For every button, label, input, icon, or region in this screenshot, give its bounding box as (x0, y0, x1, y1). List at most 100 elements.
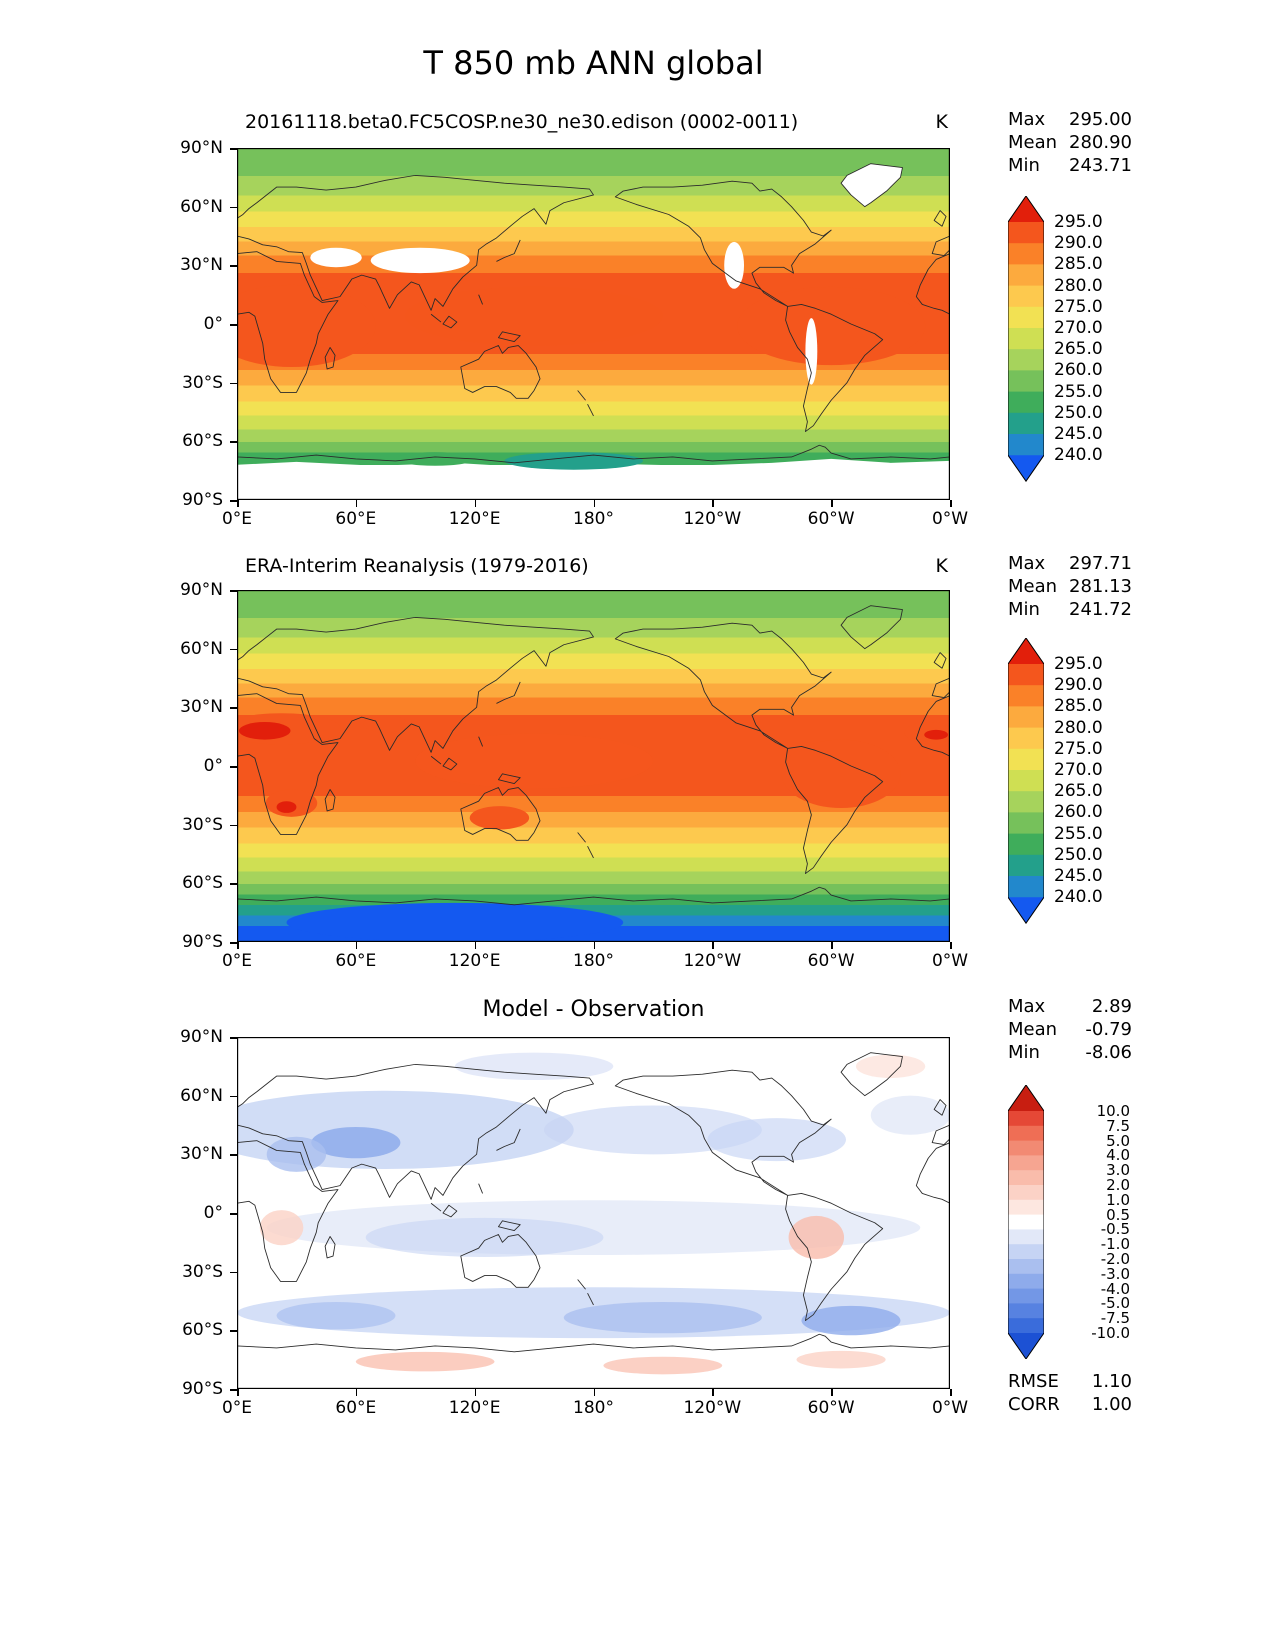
panel1-stats: Max 295.00 Mean 280.90 Min 243.71 (1008, 108, 1132, 177)
stat-label: Max (1008, 553, 1046, 574)
y-tick-label: 90°S (182, 1379, 223, 1399)
tick-mark (230, 883, 237, 885)
y-tick-label: 30°S (182, 1261, 223, 1282)
tick-mark (230, 707, 237, 709)
tick-mark (950, 500, 952, 507)
tick-mark (712, 942, 714, 949)
x-tick-label: 120°E (448, 1398, 501, 1418)
colorbar-tick-label: 240.0 (1054, 887, 1103, 908)
colorbar-tick-label: -1.0 (1100, 1235, 1130, 1254)
colorbar-tick-label: -10.0 (1091, 1324, 1130, 1342)
panel3-title: Model - Observation (482, 997, 705, 1022)
panel3-stats: Max 2.89 Mean -0.79 Min -8.06 (1008, 995, 1132, 1064)
tick-mark (355, 1389, 358, 1396)
y-tick-label: 30°N (180, 697, 223, 718)
stat-label: Min (1008, 155, 1040, 176)
y-tick-label: 0° (203, 756, 223, 776)
y-tick-label: 90°S (182, 932, 223, 952)
panel2-x-axis: 0°E 60°E 120°E 180° 120°W 60°W 0°W (222, 942, 968, 972)
stat-max: Max 297.71 (1008, 552, 1132, 575)
panel1-colorbar: 295.0 290.0 285.0 280.0 275.0 270.0 265.0 260.0… (1007, 195, 1103, 486)
colorbar-svg (1007, 1084, 1045, 1360)
colorbar-tick-label: 270.0 (1054, 760, 1103, 780)
tick-mark (712, 500, 714, 507)
stat-max: Max 295.00 (1008, 108, 1132, 131)
x-tick-label: 60°W (807, 951, 855, 971)
stat-mean: Mean -0.79 (1008, 1018, 1132, 1041)
tick-mark (593, 942, 595, 949)
tick-mark (230, 942, 237, 944)
x-tick-label: 120°E (448, 509, 501, 529)
stat-label: Min (1008, 1042, 1040, 1063)
panel2-stats: Max 297.71 Mean 281.13 Min 241.72 (1008, 552, 1132, 621)
stat-min: Min 243.71 (1008, 154, 1132, 177)
tick-mark (230, 265, 237, 267)
stat-label: Mean (1008, 576, 1058, 597)
stat-value: 2.89 (1091, 996, 1132, 1017)
colorbar-tick-label: 1.0 (1106, 1190, 1130, 1209)
y-tick-label: 90°N (180, 580, 223, 600)
stat-label: Mean (1008, 132, 1058, 153)
stat-label: Max (1008, 996, 1046, 1017)
colorbar-svg (1007, 637, 1045, 925)
tick-mark (831, 1389, 833, 1396)
colorbar-tick-label: 260.0 (1054, 802, 1103, 823)
x-tick-label: 180° (573, 1398, 614, 1418)
x-tick-label: 120°W (683, 509, 742, 529)
stat-value: 280.90 (1069, 132, 1132, 153)
x-tick-label: 0°W (931, 509, 969, 529)
x-tick-label: 0°E (221, 1398, 253, 1418)
colorbar-tick-label: -7.5 (1100, 1309, 1130, 1328)
colorbar-tick-label: 255.0 (1054, 381, 1103, 402)
tick-mark (831, 942, 833, 949)
panel1-title: 20161118.beta0.FC5COSP.ne30_ne30.edison … (245, 111, 799, 133)
colorbar-tick-label: 5.0 (1106, 1131, 1130, 1150)
colorbar-tick-label: 7.5 (1106, 1116, 1130, 1135)
tick-mark (355, 942, 358, 949)
x-tick-label: 0°W (931, 951, 969, 971)
stat-value: 295.00 (1069, 109, 1132, 130)
tick-mark (230, 824, 237, 827)
tick-mark (237, 500, 239, 507)
tick-mark (230, 324, 237, 326)
panel2-map-svg (237, 590, 950, 942)
stat-label: CORR (1008, 1394, 1060, 1415)
stat-value: 241.72 (1069, 599, 1132, 620)
tick-mark (593, 500, 595, 507)
tick-mark (230, 206, 237, 209)
panel1-y-axis: 90°N 60°N 30°N 0° 30°S 60°S 90°S (151, 138, 237, 510)
panel1-title-row: 20161118.beta0.FC5COSP.ne30_ne30.edison … (237, 111, 950, 137)
y-tick-label: 30°N (180, 255, 223, 276)
colorbar-tick-label: 290.0 (1054, 233, 1103, 254)
panel1-units-label: K (935, 111, 948, 133)
tick-mark (230, 1330, 237, 1332)
tick-mark (237, 1389, 239, 1396)
colorbar-tick-label: 285.0 (1054, 254, 1103, 275)
stat-corr: CORR 1.00 (1008, 1393, 1132, 1416)
stat-min: Min -8.06 (1008, 1041, 1132, 1064)
y-tick-label: 90°S (182, 490, 223, 510)
panel2-y-axis: 90°N 60°N 30°N 0° 30°S 60°S 90°S (151, 580, 237, 952)
y-tick-label: 60°S (182, 873, 223, 894)
y-tick-label: 60°N (180, 196, 223, 217)
stat-label: Max (1008, 109, 1046, 130)
stat-value: 1.10 (1091, 1371, 1132, 1392)
colorbar-tick-label: 280.0 (1054, 275, 1103, 296)
colorbar-tick-label: 290.0 (1054, 675, 1103, 696)
tick-mark (474, 500, 477, 507)
colorbar-tick-label: 280.0 (1054, 717, 1103, 738)
panel3-skill-stats: RMSE 1.10 CORR 1.00 (1008, 1370, 1132, 1416)
colorbar-tick-label: 265.0 (1054, 339, 1103, 360)
stat-value: 243.71 (1069, 155, 1132, 176)
stat-max: Max 2.89 (1008, 995, 1132, 1018)
colorbar-tick-label: 10.0 (1096, 1102, 1130, 1120)
stat-value: -8.06 (1085, 1042, 1132, 1063)
tick-mark (355, 500, 358, 507)
x-tick-label: 60°E (335, 509, 377, 529)
tick-mark (230, 1271, 237, 1274)
colorbar-tick-label: 240.0 (1054, 445, 1103, 466)
tick-mark (230, 766, 237, 768)
x-tick-label: 120°W (683, 1398, 742, 1418)
colorbar-tick-label: 2.0 (1106, 1176, 1130, 1194)
tick-mark (950, 942, 952, 949)
